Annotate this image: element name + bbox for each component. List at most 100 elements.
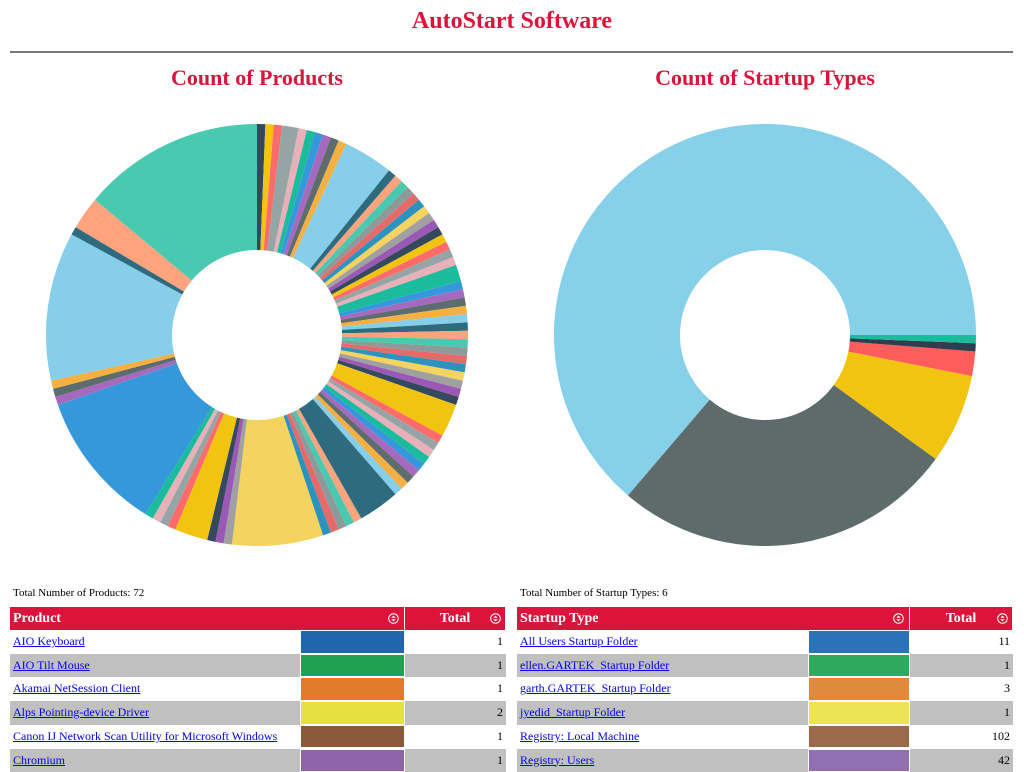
donut-slice — [331, 363, 457, 436]
row-link[interactable]: Registry: Local Machine — [520, 728, 640, 743]
donut-slice — [627, 384, 936, 546]
sort-icon[interactable] — [490, 613, 501, 624]
donut-slice — [849, 338, 976, 352]
donut-slice — [330, 375, 443, 443]
donut-slice — [51, 353, 175, 389]
row-total: 1 — [405, 677, 506, 702]
donut-slice — [75, 199, 192, 292]
donut-slice — [338, 356, 461, 398]
row-total: 1 — [405, 724, 506, 749]
row-total: 1 — [910, 653, 1013, 678]
sort-icon[interactable] — [893, 613, 904, 624]
donut-slice — [833, 351, 972, 460]
donut-slice — [167, 411, 225, 530]
donut-slice — [289, 411, 347, 530]
donut-slice — [263, 124, 283, 251]
donut-slice — [326, 213, 434, 289]
donut-slice — [320, 193, 419, 281]
donut-slice — [337, 265, 461, 314]
row-link[interactable]: jyedid_Startup Folder — [520, 705, 625, 720]
donut-slice — [293, 143, 390, 269]
donut-slice — [283, 414, 331, 536]
sort-icon[interactable] — [388, 613, 399, 624]
summary-label: Total Number of Products: — [13, 587, 131, 599]
color-swatch — [808, 677, 910, 702]
donut-slice — [341, 343, 467, 365]
donut-slice — [71, 227, 184, 295]
donut-slice — [336, 257, 457, 307]
donut-slice — [231, 415, 324, 546]
row-link[interactable]: All Users Startup Folder — [520, 634, 638, 648]
donut-slice — [207, 417, 241, 542]
summary: Total Number of Startup Types: 6 — [520, 587, 668, 599]
row-link[interactable]: Akamai NetSession Client — [13, 681, 141, 696]
color-swatch — [808, 748, 910, 772]
column-header[interactable]: Total — [405, 607, 506, 630]
charts: Count of Products Count of Startup Types — [45, 65, 976, 546]
sort-icon[interactable] — [997, 613, 1008, 624]
column-header[interactable]: Startup Type — [517, 607, 910, 630]
donut-slice — [273, 128, 307, 253]
column-header[interactable]: Total — [910, 607, 1013, 630]
row-total: 1 — [405, 653, 506, 678]
donut-slice — [267, 125, 299, 252]
row-total: 1 — [405, 748, 506, 772]
row-link[interactable]: Alps Pointing-device Driver — [13, 705, 149, 720]
donut-slice — [322, 199, 425, 284]
row-name: Registry: Local Machine — [517, 724, 808, 749]
column-header[interactable]: Product — [10, 607, 405, 630]
row-link[interactable]: AIO Tilt Mouse — [13, 657, 90, 672]
donut-slice — [341, 314, 468, 330]
donut-slice — [293, 410, 354, 527]
donut-slice — [330, 227, 443, 295]
row-link[interactable]: garth.GARTEK_Startup Folder — [520, 681, 671, 696]
row-link[interactable]: ellen.GARTEK_Startup Folder — [520, 657, 670, 672]
donut-slice — [286, 137, 339, 257]
row-name: AIO Tilt Mouse — [10, 653, 300, 678]
donut-slice — [324, 384, 430, 464]
donut-slice — [175, 413, 237, 541]
color-swatch — [300, 653, 405, 678]
donut-slice — [322, 386, 425, 471]
donut-slice — [341, 322, 468, 334]
donut-slice — [223, 418, 247, 545]
row-name: All Users Startup Folder — [517, 630, 808, 654]
donut-slice — [315, 181, 408, 276]
page-title: AutoStart Software — [411, 8, 613, 34]
donut-slice — [315, 394, 408, 489]
row-link[interactable]: Chromium — [13, 752, 66, 767]
donut-slice — [57, 363, 213, 515]
row-total: 42 — [910, 748, 1013, 772]
donut-slice — [277, 129, 315, 254]
donut-slice — [339, 353, 463, 389]
donut-slice — [53, 356, 176, 398]
row-link[interactable]: AIO Keyboard — [13, 634, 85, 648]
donut-slice — [55, 359, 177, 405]
row-total: 1 — [910, 701, 1013, 725]
donut-slice — [331, 234, 447, 298]
color-swatch — [808, 653, 910, 678]
row-name: jyedid_Startup Folder — [517, 701, 808, 725]
donut-slice — [340, 346, 466, 373]
donut-slice — [152, 408, 218, 523]
row-link[interactable]: Registry: Users — [520, 752, 595, 767]
row-link[interactable]: Canon IJ Network Scan Utility for Micros… — [13, 728, 278, 743]
divider — [10, 51, 1013, 53]
donut-slice — [95, 124, 258, 281]
row-name: Registry: Users — [517, 748, 808, 772]
donut-slice — [341, 330, 468, 340]
donut-slice — [299, 399, 396, 519]
donut-slice — [286, 413, 339, 533]
row-total: 3 — [910, 677, 1013, 702]
donut-slice — [215, 418, 244, 544]
donut-slice — [280, 132, 324, 255]
donut-slice — [283, 134, 331, 256]
donut-slice — [326, 381, 434, 457]
donut-slice — [337, 359, 459, 405]
row-total: 1 — [405, 630, 506, 654]
donut-slice — [317, 392, 414, 483]
donut-slice — [341, 340, 468, 356]
donut-slice — [289, 140, 347, 259]
color-swatch — [808, 724, 910, 749]
